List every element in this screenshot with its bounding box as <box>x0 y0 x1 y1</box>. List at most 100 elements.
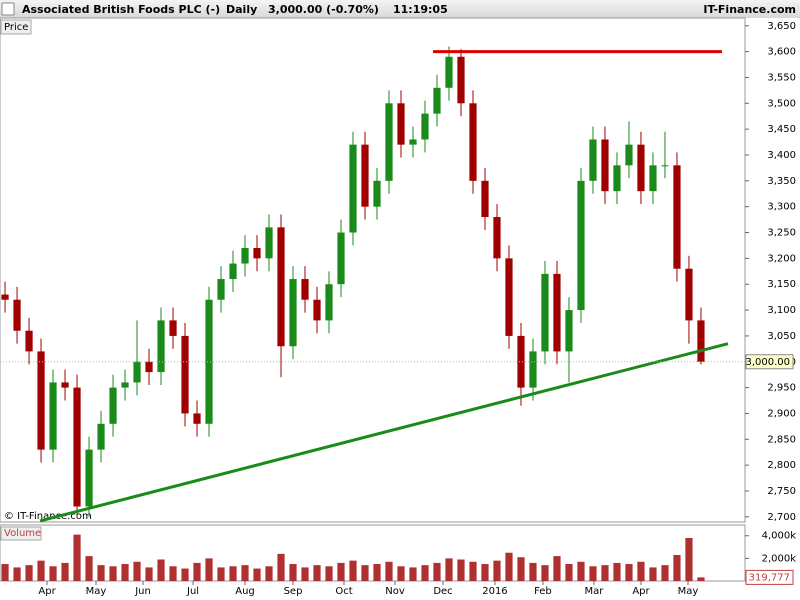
candle-body <box>505 258 513 336</box>
y-tick-label: 3,250 <box>767 228 796 239</box>
watermark: © IT-Finance.com <box>4 511 92 522</box>
candle-body <box>49 382 57 450</box>
trend-line <box>39 342 729 523</box>
candle-body <box>85 449 93 507</box>
volume-bar <box>169 566 177 581</box>
volume-bar <box>325 566 333 581</box>
candle-body <box>613 165 621 192</box>
y-tick-label: 3,400 <box>767 150 796 161</box>
candle-body <box>553 273 561 352</box>
candle-body <box>229 263 237 280</box>
volume-bar <box>529 562 537 581</box>
candle-body <box>685 268 693 321</box>
candle-body <box>493 217 501 259</box>
brand: IT-Finance.com <box>703 3 796 16</box>
header-bar <box>0 0 800 18</box>
candle-body <box>25 330 33 352</box>
candle-body <box>337 232 345 285</box>
volume-tick-label: 2,000k <box>762 553 797 564</box>
interval: Daily <box>226 3 257 16</box>
y-tick-label: 2,950 <box>767 383 796 394</box>
volume-bar <box>625 564 633 581</box>
last-price-box <box>745 354 794 370</box>
candle-body <box>277 227 285 347</box>
candle-body <box>289 279 297 347</box>
volume-bar <box>661 565 669 581</box>
candle-body <box>217 279 225 300</box>
x-tick-label: Jun <box>134 586 151 597</box>
x-tick-label: May <box>86 586 107 597</box>
y-tick-label: 2,850 <box>767 434 796 445</box>
candle-body <box>169 320 177 336</box>
volume-bar <box>421 565 429 581</box>
menu-icon[interactable] <box>1 2 15 16</box>
volume-bar <box>649 567 657 581</box>
x-tick-label: Feb <box>534 586 552 597</box>
volume-bar <box>505 552 513 581</box>
volume-bar <box>445 558 453 581</box>
price-tag <box>0 19 32 35</box>
last-volume-box <box>745 569 794 585</box>
y-tick-label: 3,600 <box>767 47 796 58</box>
volume-tag <box>0 526 42 541</box>
y-tick-label: 3,450 <box>767 124 796 135</box>
candle-body <box>601 139 609 192</box>
x-tick-label: Apr <box>38 586 56 597</box>
volume-bar <box>385 561 393 581</box>
candle-body <box>529 351 537 388</box>
volume-bar <box>49 566 57 581</box>
last-volume-label: 319,777 <box>749 572 790 583</box>
candle-body <box>397 103 405 145</box>
candle-body <box>409 139 417 145</box>
y-tick-label: 3,550 <box>767 72 796 83</box>
candle-body <box>589 139 597 181</box>
y-tick-label: 3,200 <box>767 253 796 264</box>
candle-body <box>433 87 441 114</box>
volume-bar <box>289 564 297 581</box>
candle-body <box>385 103 393 181</box>
y-tick-label: 3,500 <box>767 98 796 109</box>
candle-body <box>181 335 189 414</box>
volume-bar <box>85 556 93 581</box>
candle-body <box>193 413 201 424</box>
x-tick-label: Oct <box>335 586 352 597</box>
candle-body <box>469 103 477 181</box>
volume-bar <box>1 564 9 581</box>
volume-bar <box>373 564 381 581</box>
candle-body <box>37 351 45 450</box>
candle-body <box>517 335 525 388</box>
candle-body <box>313 299 321 321</box>
candle-body <box>349 144 357 233</box>
candle-body <box>361 144 369 207</box>
volume-bar <box>697 577 705 581</box>
y-tick-label: 3,350 <box>767 176 796 187</box>
candle-body <box>133 361 141 383</box>
candle-body <box>61 382 69 388</box>
x-tick-label: May <box>678 586 699 597</box>
volume-bar <box>481 564 489 581</box>
candle-body <box>121 382 129 388</box>
volume-bar <box>361 565 369 581</box>
volume-label: Volume <box>4 528 41 539</box>
candle-body <box>109 387 117 424</box>
candle-body <box>73 387 81 507</box>
y-tick-label: 3,650 <box>767 21 796 32</box>
candle-body <box>673 165 681 269</box>
volume-bar <box>181 568 189 581</box>
last-price-label: 3,000.00 <box>745 357 790 368</box>
candle-body <box>325 284 333 321</box>
volume-bar <box>193 562 201 581</box>
candle-body <box>577 180 585 311</box>
volume-bar <box>265 566 273 581</box>
volume-tick-label: 4,000k <box>762 531 797 542</box>
candle-body <box>373 180 381 207</box>
volume-bar <box>601 565 609 581</box>
candle-body <box>301 279 309 300</box>
volume-bar <box>97 565 105 581</box>
y-tick-label: 2,800 <box>767 460 796 471</box>
price-label: Price <box>4 22 28 33</box>
volume-bar <box>145 567 153 581</box>
quote: 3,000.00 (-0.70%) <box>268 3 379 16</box>
time: 11:19:05 <box>393 3 448 16</box>
volume-bar <box>109 566 117 581</box>
